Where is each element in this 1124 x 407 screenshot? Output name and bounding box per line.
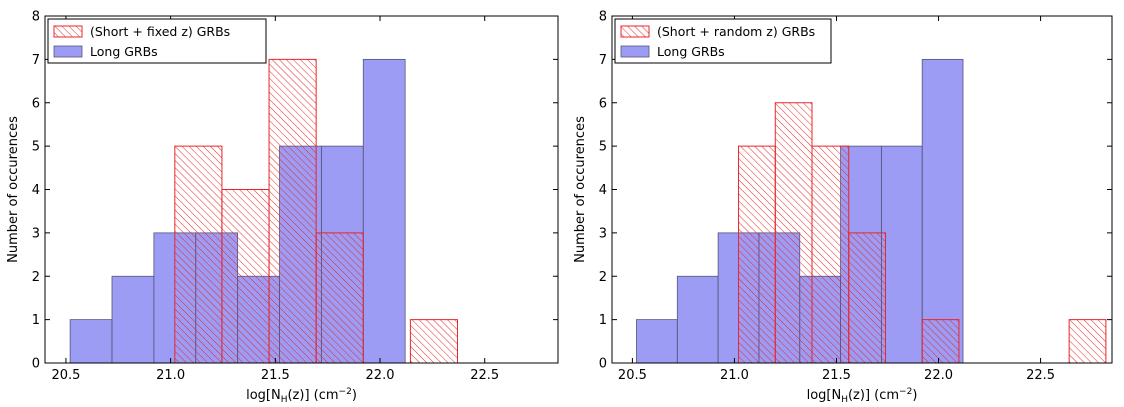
x-tick-label: 20.5 [51,368,80,383]
short-grb-bar [811,145,850,363]
long-grb-bar [111,275,155,363]
x-axis-label-sub: H [281,395,288,405]
x-tick-label: 22.5 [1026,368,1055,383]
long-grb-bar [880,145,923,363]
y-axis-label: Number of occurences [573,116,588,263]
short-grb-bar [774,102,813,363]
x-tick-label: 22.5 [470,368,499,383]
legend-label-short: (Short + fixed z) GRBs [90,24,230,39]
x-tick-label: 21.0 [720,368,749,383]
bars-layer [636,58,1107,363]
x-axis-label-sup: −2 [899,387,912,397]
left-histogram-panel: 20.5 21.0 21.5 22.0 22.5 0 1 2 3 4 5 6 7 8 log[NH(z)] … [6,10,559,405]
legend: (Short + random z) GRBs Long GRBs [614,18,832,64]
y-tick-label: 2 [599,270,607,285]
x-axis-label: log[NH(z)] (cm−2) [246,387,357,405]
y-tick-label: 1 [599,313,607,328]
y-tick-label: 8 [32,10,40,25]
legend-box [47,18,267,64]
y-tick-label: 2 [32,270,40,285]
long-grb-bar [69,319,113,363]
y-tick-label: 6 [32,96,40,111]
short-grb-bar [268,58,317,363]
x-axis-label: log[NH(z)] (cm−2) [807,387,918,405]
legend-swatch-long [53,45,83,58]
x-axis-label-main: log[N [246,388,281,403]
long-grb-bar [636,319,678,363]
y-tick-label: 3 [599,226,607,241]
x-tick-label: 21.0 [156,368,185,383]
x-tick-label: 21.5 [261,368,290,383]
short-grb-bar [315,232,364,363]
short-grb-bar [848,232,886,363]
right-histogram-panel: 20.5 21.0 21.5 22.0 22.5 0 1 2 3 4 5 6 7 8 log[NH(z)] … [573,10,1113,405]
x-axis-label-sup: −2 [339,387,352,397]
x-axis-label-end: ) [352,388,357,403]
x-axis-label-end: ) [912,388,917,403]
x-tick-label: 20.5 [618,368,647,383]
y-tick-label: 4 [599,183,607,198]
legend-label-short: (Short + random z) GRBs [657,24,815,39]
legend-label-long: Long GRBs [90,44,158,59]
legend: (Short + fixed z) GRBs Long GRBs [47,18,267,64]
y-tick-label: 6 [599,96,607,111]
legend-label-long: Long GRBs [657,44,725,59]
y-tick-label: 7 [599,53,607,68]
short-grb-bar [738,145,776,363]
legend-swatch-short [620,25,650,38]
y-tick-label: 1 [32,313,40,328]
x-tick-label: 22.0 [924,368,953,383]
legend-swatch-short [53,25,83,38]
short-grb-bar [921,319,960,363]
long-grb-bar [921,58,964,363]
long-grb-bar [676,275,719,363]
y-tick-label: 3 [32,226,40,241]
short-grb-bar [174,145,223,363]
x-tick-label: 22.0 [366,368,395,383]
legend-box [614,18,832,64]
x-axis-label-rest: (z)] (cm [287,388,338,403]
y-tick-label: 8 [599,10,607,25]
legend-swatch-long [620,45,650,58]
y-tick-label: 0 [599,357,607,372]
x-tick-label: 21.5 [822,368,851,383]
short-grb-bar [221,189,270,363]
y-tick-label: 5 [32,140,40,155]
x-axis-label-sub: H [841,395,848,405]
y-tick-label: 4 [32,183,40,198]
y-tick-label: 5 [599,140,607,155]
y-axis-label: Number of occurences [6,116,21,263]
short-grb-bar [1068,319,1107,363]
x-axis-label-main: log[N [807,388,842,403]
bars-layer [69,58,505,363]
x-axis-label-rest: (z)] (cm [848,388,899,403]
y-tick-label: 0 [32,357,40,372]
long-grb-bar [362,58,406,363]
y-tick-label: 7 [32,53,40,68]
short-grb-bar [409,319,458,363]
